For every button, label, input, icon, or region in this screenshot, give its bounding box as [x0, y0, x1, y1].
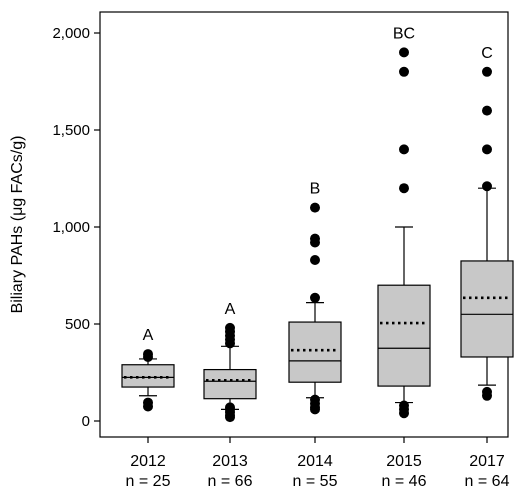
- x-category-label: 2014: [297, 453, 333, 470]
- outlier-point: [399, 66, 409, 77]
- significance-letter: C: [481, 45, 493, 62]
- x-category-label: 2013: [212, 453, 248, 470]
- outlier-point: [482, 105, 492, 116]
- significance-letter: A: [225, 301, 236, 318]
- x-category-label: 2012: [130, 453, 166, 470]
- box-2014: [288, 321, 342, 383]
- outlier-point: [310, 292, 320, 303]
- x-category-label: 2015: [386, 453, 422, 470]
- y-tick-label: 500: [65, 316, 90, 333]
- significance-letter: A: [143, 327, 154, 344]
- box-2017: [460, 260, 514, 358]
- outlier-point: [225, 322, 235, 333]
- x-category-label: 2017: [469, 453, 505, 470]
- box-2013: [203, 368, 257, 400]
- outlier-point: [482, 144, 492, 155]
- box-2012: [121, 364, 175, 388]
- outlier-point: [399, 47, 409, 58]
- sample-size-label: n = 66: [208, 473, 253, 490]
- sample-size-label: n = 64: [465, 473, 510, 490]
- outlier-point: [143, 397, 153, 408]
- outlier-point: [399, 144, 409, 155]
- outlier-point: [225, 402, 235, 413]
- y-tick-label: 1,500: [52, 122, 90, 139]
- outlier-point: [310, 202, 320, 213]
- outlier-point: [399, 183, 409, 194]
- y-tick-label: 1,000: [52, 219, 90, 236]
- outlier-point: [310, 394, 320, 405]
- outlier-point: [482, 181, 492, 192]
- sample-size-label: n = 46: [382, 473, 427, 490]
- outlier-point: [482, 386, 492, 397]
- y-axis-title: Biliary PAHs (μg FACs/g): [9, 136, 26, 314]
- plot-frame: [99, 11, 509, 438]
- outlier-point: [482, 66, 492, 77]
- outlier-point: [399, 400, 409, 411]
- outlier-point: [310, 233, 320, 244]
- y-tick-label: 2,000: [52, 25, 90, 42]
- box-2015: [377, 284, 431, 387]
- significance-letter: B: [310, 181, 321, 198]
- outlier-point: [310, 254, 320, 265]
- sample-size-label: n = 55: [293, 473, 338, 490]
- significance-letter: BC: [393, 25, 415, 42]
- sample-size-label: n = 25: [126, 473, 171, 490]
- outlier-point: [143, 349, 153, 360]
- y-tick-label: 0: [82, 413, 90, 430]
